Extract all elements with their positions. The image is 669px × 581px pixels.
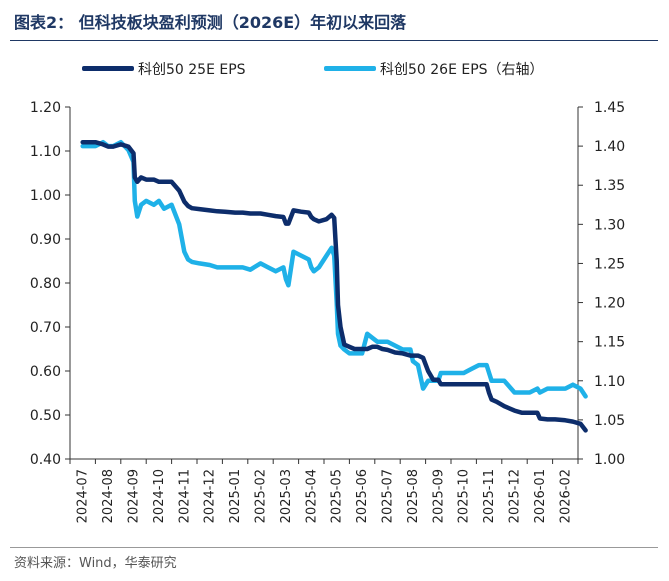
x-tick-label: 2024-08 xyxy=(101,469,116,523)
series-line-25e xyxy=(80,139,588,433)
right-tick-label: 1.35 xyxy=(594,178,625,194)
x-tick-label: 2025-09 xyxy=(431,469,446,523)
x-tick-label: 2026-01 xyxy=(533,469,548,523)
x-tick-label: 2025-06 xyxy=(355,469,370,523)
x-tick-label: 2024-10 xyxy=(152,469,167,523)
x-axis: 2024-07 2024-08 2024-09 2024-10 2024-11 2024-… xyxy=(69,459,579,523)
left-tick-label: 0.70 xyxy=(30,320,61,336)
source-note: 资料来源：Wind，华泰研究 xyxy=(14,556,177,571)
left-tick-label: 0.40 xyxy=(30,452,61,468)
chart-title: 图表2： 但科技板块盈利预测（2026E）年初以来回落 xyxy=(14,13,407,32)
left-tick-label: 1.00 xyxy=(30,188,61,204)
x-tick-label: 2025-07 xyxy=(381,469,396,523)
left-tick-label: 0.90 xyxy=(30,232,61,248)
x-tick-label: 2025-08 xyxy=(406,469,421,523)
x-tick-label: 2024-11 xyxy=(177,469,192,523)
right-tick-label: 1.25 xyxy=(594,256,625,272)
left-tick-label: 0.50 xyxy=(30,408,61,424)
right-tick-label: 1.10 xyxy=(594,374,625,390)
x-tick-label: 2025-10 xyxy=(457,469,472,523)
right-tick-label: 1.40 xyxy=(594,139,625,155)
left-tick-label: 1.20 xyxy=(30,100,61,116)
legend-label-series2: 科创50 26E EPS（右轴） xyxy=(380,62,544,78)
right-tick-label: 1.20 xyxy=(594,296,625,312)
right-tick-label: 1.30 xyxy=(594,217,625,233)
left-y-axis: 0.40 0.50 0.60 0.70 0.80 0.90 1.00 1.10 1.20 xyxy=(30,100,70,468)
right-tick-label: 1.15 xyxy=(594,335,625,351)
series-lines xyxy=(80,139,588,433)
x-tick-label: 2025-05 xyxy=(330,469,345,523)
legend-label-series1: 科创50 25E EPS xyxy=(138,62,246,78)
x-tick-label: 2024-09 xyxy=(127,469,142,523)
x-tick-label: 2025-04 xyxy=(304,469,319,523)
x-tick-label: 2025-12 xyxy=(508,469,523,523)
right-tick-label: 1.45 xyxy=(594,100,625,116)
right-y-axis: 1.00 1.05 1.10 1.15 1.20 1.25 1.30 1.35 1.40 1.45 xyxy=(578,100,625,468)
left-tick-label: 1.10 xyxy=(30,144,61,160)
x-tick-label: 2024-07 xyxy=(76,469,91,523)
legend-swatch-series2 xyxy=(324,66,376,71)
right-tick-label: 1.05 xyxy=(594,413,625,429)
source-divider xyxy=(10,547,658,548)
left-tick-label: 0.60 xyxy=(30,364,61,380)
x-tick-label: 2025-03 xyxy=(279,469,294,523)
x-tick-label: 2024-12 xyxy=(203,469,218,523)
x-tick-label: 2026-02 xyxy=(558,469,573,523)
x-tick-label: 2025-02 xyxy=(254,469,269,523)
x-tick-label: 2025-01 xyxy=(228,469,243,523)
legend-swatch-series1 xyxy=(82,66,134,71)
title-divider xyxy=(10,40,658,41)
left-tick-label: 0.80 xyxy=(30,276,61,292)
x-tick-label: 2025-11 xyxy=(482,469,497,523)
right-tick-label: 1.00 xyxy=(594,452,625,468)
